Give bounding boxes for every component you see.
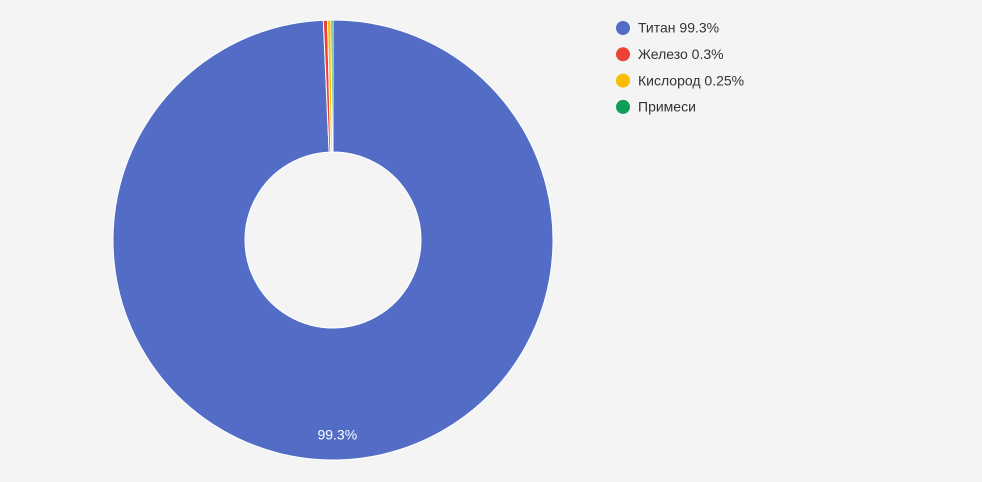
data-label: 99.3% xyxy=(317,426,357,442)
donut-slice xyxy=(330,19,334,153)
legend-marker xyxy=(616,21,630,35)
donut-slice xyxy=(112,19,554,461)
legend-marker xyxy=(616,73,630,88)
legend-marker xyxy=(616,99,630,114)
legend-marker xyxy=(616,47,630,62)
legend-label: Титан 99.3% xyxy=(638,20,719,36)
legend-label: Железо 0.3% xyxy=(638,46,724,62)
legend-label: Примеси xyxy=(638,99,696,115)
legend-label: Кислород 0.25% xyxy=(638,72,744,88)
